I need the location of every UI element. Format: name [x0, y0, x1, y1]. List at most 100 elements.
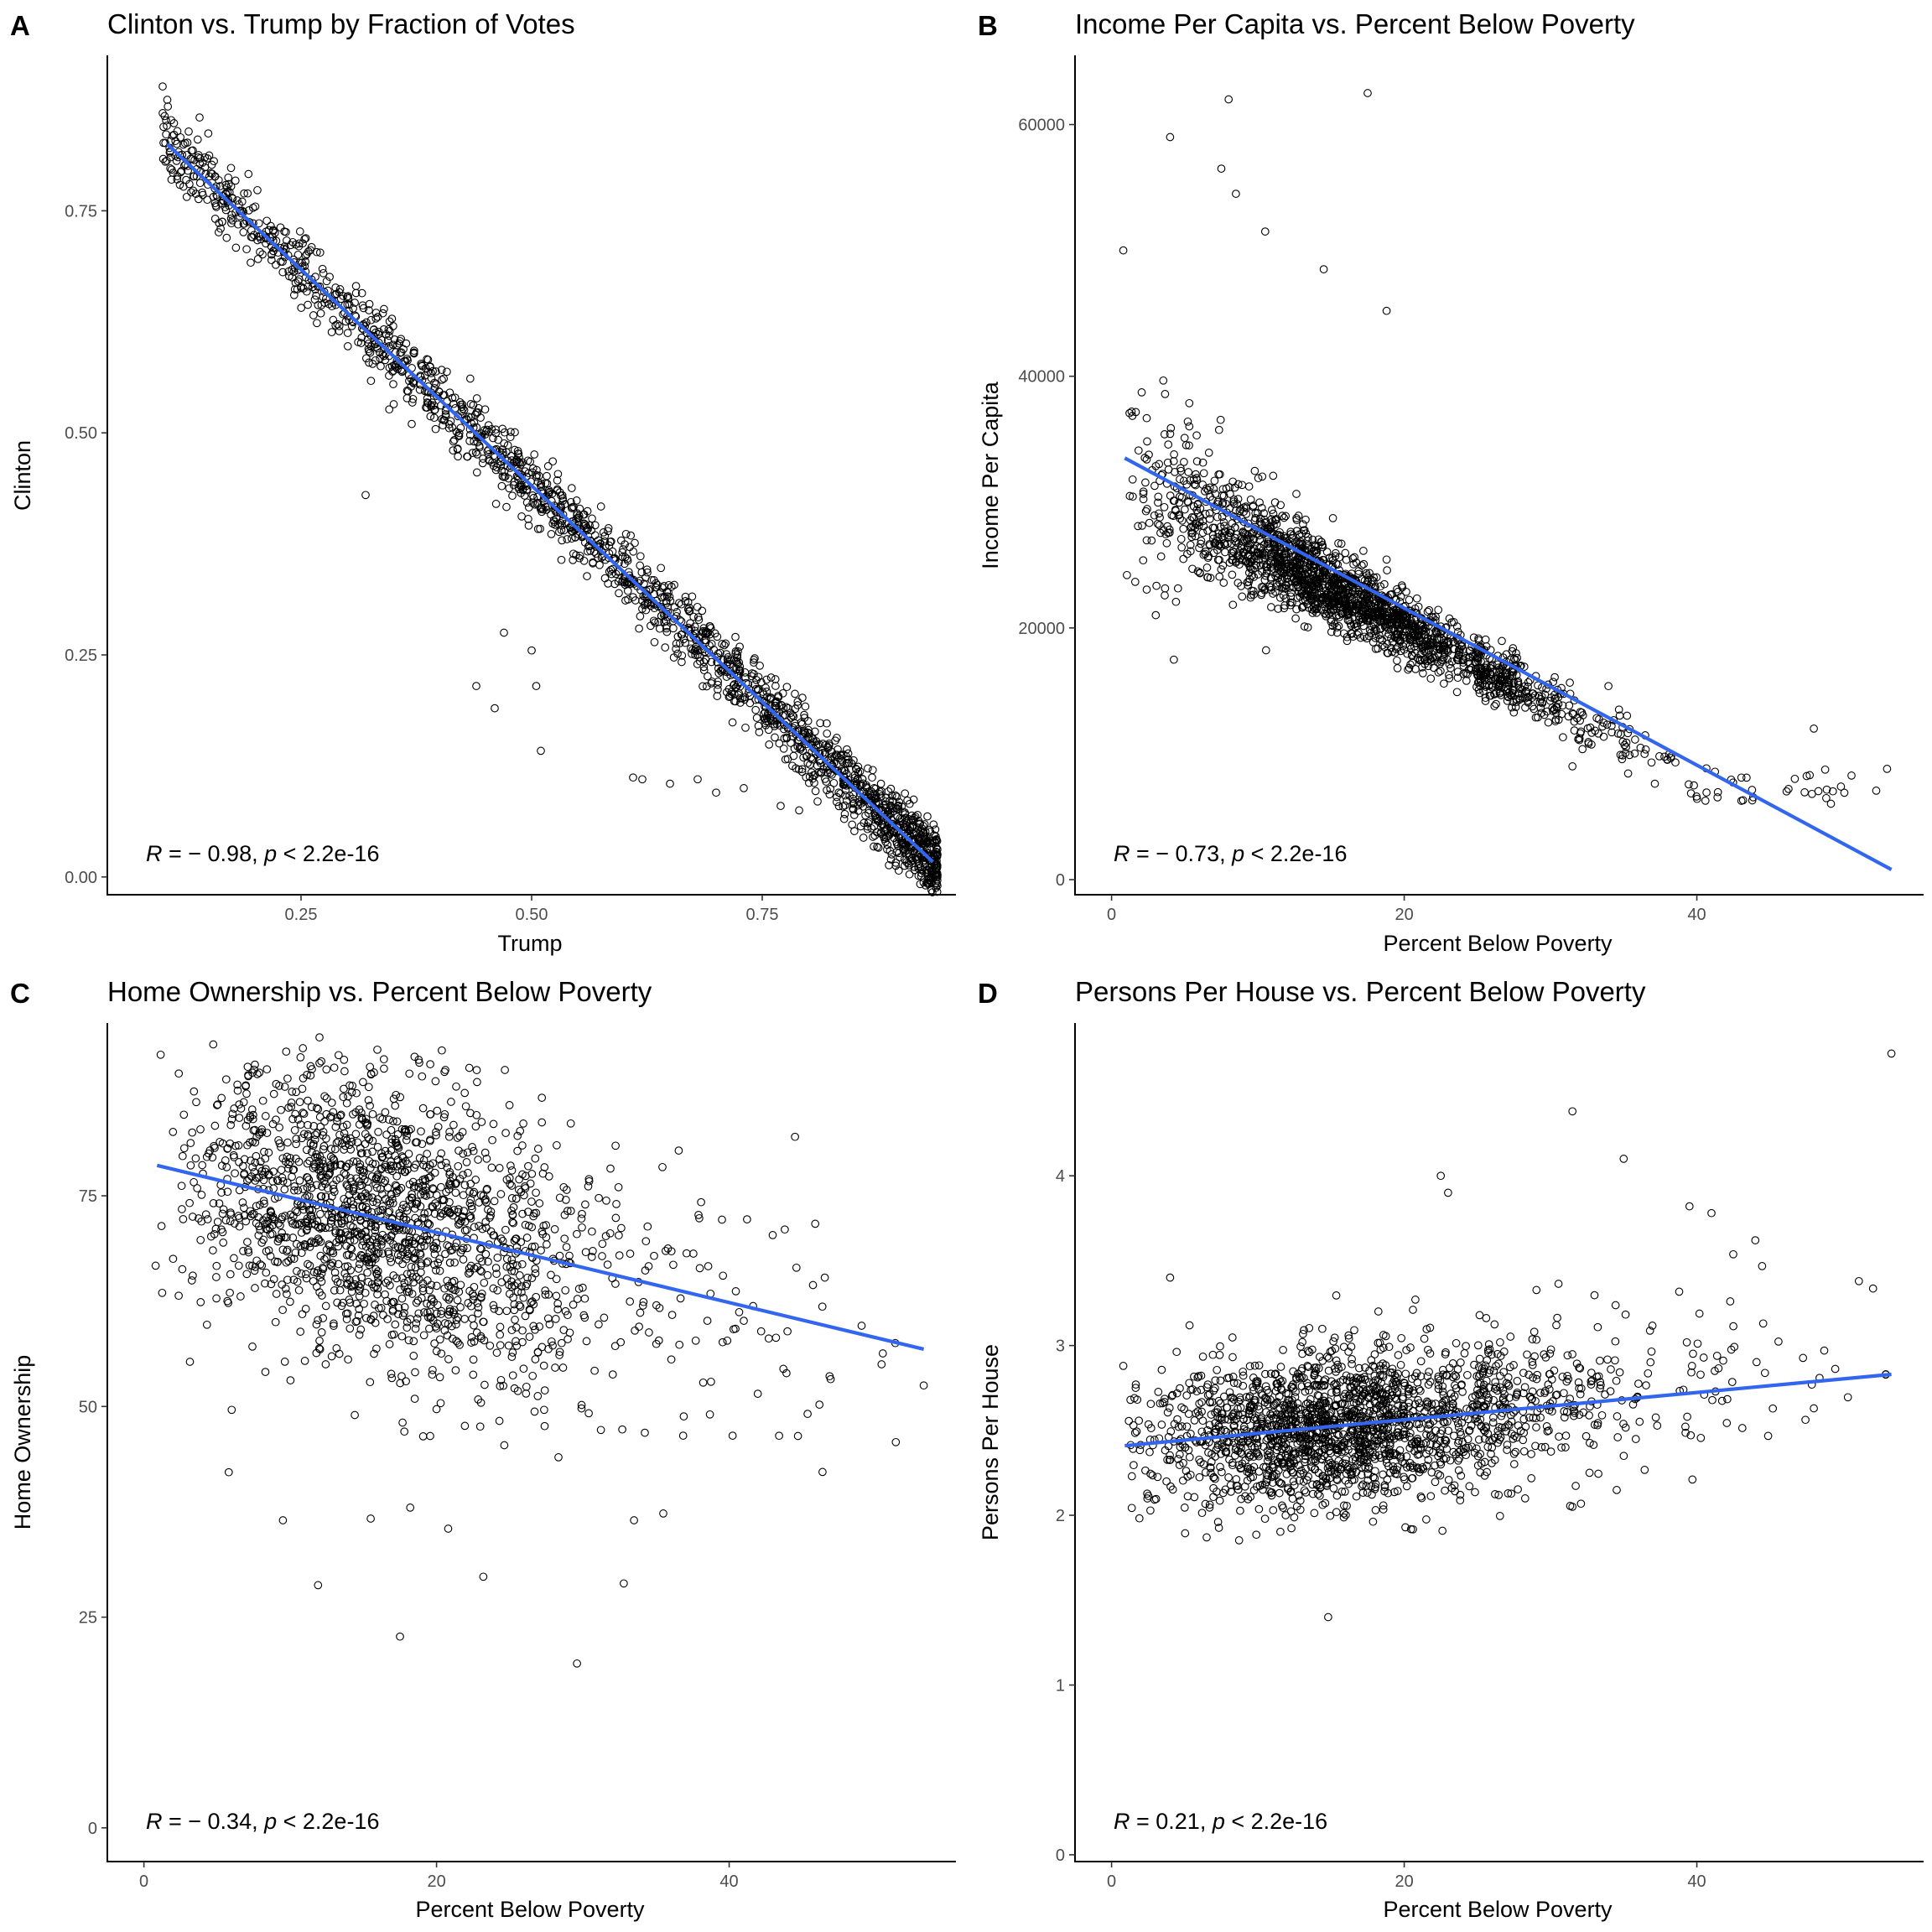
panel-c-point	[522, 1382, 531, 1391]
panel-c-point	[540, 1405, 548, 1415]
panel-a-point	[735, 642, 744, 652]
panel-b-fit	[1124, 456, 1893, 871]
panel-b-point	[1383, 566, 1391, 574]
panel-a-point	[629, 593, 637, 601]
panel-b-point	[1426, 674, 1436, 683]
panel-c-point	[186, 1161, 195, 1170]
panel-c-points	[151, 1033, 928, 1668]
panel-a-point	[500, 439, 509, 448]
panel-a-point	[704, 672, 712, 681]
panel-c-point	[366, 1164, 375, 1172]
panel-c-point	[645, 1328, 653, 1337]
panel-a-point	[231, 176, 240, 185]
panel-b-p-value: < 2.2e-16	[1244, 841, 1347, 866]
panel-b-point	[1492, 699, 1500, 709]
panel-a-point	[693, 651, 702, 659]
panel-a-point	[896, 853, 904, 862]
panel-c-point	[453, 1134, 462, 1142]
panel-a-point	[864, 764, 872, 773]
panel-a-point	[389, 380, 397, 388]
panel-a-point	[441, 410, 450, 418]
panel-c-point	[298, 1310, 307, 1319]
panel-c-point	[459, 1255, 468, 1264]
panel-a-point	[585, 521, 594, 530]
panel-b-point	[1214, 425, 1223, 434]
panel-a-point	[712, 788, 720, 797]
panel-a-point	[253, 185, 262, 195]
panel-b-y-axis-title: Income Per Capita	[978, 381, 1003, 569]
panel-c-point	[355, 1330, 364, 1339]
panel-a-point	[765, 740, 774, 749]
panel-a-point	[295, 227, 304, 236]
panel-a-r-symbol: R	[146, 841, 163, 866]
panel-a-point	[278, 267, 288, 277]
panel-c-point	[596, 1426, 605, 1435]
panel-a-point	[791, 704, 800, 714]
panel-a-point	[813, 797, 822, 806]
panel-a-point	[351, 282, 361, 290]
panel-b-point	[1440, 679, 1448, 688]
panel-a-point	[309, 311, 318, 319]
panel-a-point	[532, 682, 541, 690]
panel-c-point	[169, 1254, 178, 1264]
panel-b-point	[1170, 655, 1178, 664]
panel-a-point	[901, 789, 910, 798]
panel-letter-a: A	[10, 10, 30, 41]
panel-c-point	[704, 1262, 713, 1270]
panel-a-point	[329, 315, 338, 325]
panel-c-point	[820, 1273, 829, 1282]
panel-a-point	[553, 485, 562, 494]
panel-a-x-tick-label: 0.25	[285, 906, 318, 924]
panel-a-point	[762, 675, 771, 684]
panel-a-point	[787, 714, 796, 722]
panel-b-y-tick-label: 60000	[1018, 117, 1065, 135]
panel-b-point	[1171, 597, 1181, 606]
panel-a-point	[868, 773, 876, 782]
panel-c-point	[209, 1040, 218, 1049]
panel-c-point	[511, 1316, 519, 1324]
panel-b-point	[1623, 769, 1633, 778]
panel-c-point	[451, 1366, 460, 1374]
panel-b-point	[1145, 518, 1154, 527]
panel-b-point	[1782, 787, 1791, 796]
panel-a-point	[530, 450, 539, 459]
panel-a-point	[385, 331, 393, 340]
panel-c-point	[472, 1066, 481, 1074]
panel-b-point	[1790, 774, 1800, 783]
panel-b-point	[1280, 513, 1289, 522]
panel-b-point	[1215, 572, 1224, 581]
panel-c-point	[551, 1363, 559, 1372]
panel-a-point	[472, 394, 481, 402]
panel-c-point	[728, 1431, 737, 1440]
panel-c-point	[584, 1182, 593, 1191]
panel-a-point	[198, 188, 206, 197]
panel-b-point	[1800, 788, 1809, 797]
panel-c-point	[495, 1164, 504, 1172]
panel-a-r-value: = − 0.98,	[163, 841, 265, 866]
panel-c-point	[768, 1231, 777, 1239]
panel-letter-c: C	[10, 978, 30, 1009]
panel-c-point	[489, 1119, 498, 1129]
panel-a-point	[839, 802, 848, 811]
panel-c-point	[282, 1258, 291, 1267]
panel-c-point	[500, 1441, 509, 1450]
panel-a-point	[351, 299, 359, 307]
panel-b-point	[1228, 600, 1238, 610]
panel-a-x-axis-title: Trump	[497, 931, 562, 956]
panel-a-point	[415, 385, 424, 394]
panel-a-point	[849, 799, 858, 808]
panel-a-point	[837, 751, 845, 761]
panel-b-point	[1883, 765, 1892, 773]
panel-b-point	[1599, 732, 1608, 741]
panel-a-point	[343, 342, 352, 351]
panel-c-point	[740, 1317, 748, 1325]
panel-c-point	[486, 1341, 495, 1350]
panel-b-point	[1166, 132, 1175, 142]
panel-a-point	[161, 157, 170, 166]
panel-b-point	[1872, 787, 1881, 795]
panel-c-point	[473, 1078, 481, 1087]
panel-c-point	[262, 1268, 271, 1277]
panel-a-point	[243, 189, 252, 198]
panel-b-point	[1232, 190, 1240, 198]
panel-a-point	[366, 377, 376, 386]
